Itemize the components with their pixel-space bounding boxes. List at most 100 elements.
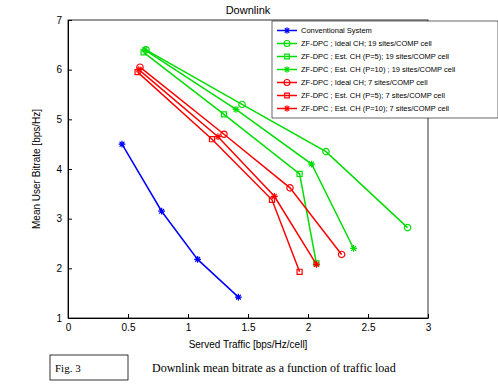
legend-marker: [285, 54, 290, 59]
legend-entry: Conventional System: [277, 26, 372, 35]
legend-line: [277, 56, 297, 58]
legend-line: [277, 43, 297, 45]
legend-entry: ZF-DPC ; Est. CH (P=5); 19 sites/COMP ce…: [277, 52, 449, 61]
marker: [135, 66, 142, 73]
marker: [158, 208, 165, 215]
marker: [194, 256, 201, 263]
legend: Conventional System ZF-DPC ; Ideal CH; 19…: [272, 21, 498, 118]
tick-mark: [68, 219, 72, 220]
legend-entry: ZF-DPC ; Ideal CH; 7 sites/COMP cell: [277, 78, 428, 87]
tick: 2.5: [362, 314, 376, 333]
tick: 3: [56, 213, 72, 224]
tick: 6: [56, 64, 72, 75]
tick-label: 1: [186, 322, 192, 333]
tick-label: 0: [66, 322, 72, 333]
tick: 3: [426, 314, 432, 333]
marker: [209, 137, 214, 142]
tick-mark: [128, 314, 129, 318]
legend-marker: [284, 27, 290, 33]
tick-mark: [248, 314, 249, 318]
legend-marker: [284, 105, 290, 111]
tick-mark: [68, 119, 72, 120]
y-axis-title: Mean User Bitrate [bps/Hz]: [31, 109, 42, 229]
y-axis: 1 2 3 4 5 6 7: [56, 15, 72, 324]
tick-label: 2.5: [362, 322, 376, 333]
tick-mark: [68, 20, 72, 21]
tick-label: 2: [56, 263, 62, 274]
tick: 0.5: [122, 314, 136, 333]
legend-marker: [284, 80, 290, 86]
tick-mark: [68, 169, 72, 170]
legend-marker: [284, 41, 290, 47]
tick: 2: [306, 314, 312, 333]
chart: 0 0.5 1 1.5 2 2.5 3 1 2 3 4 5 6 7 Downlink Served Traff…: [0, 0, 498, 387]
legend-entry: ZF-DPC ; Est. CH (P=10); 7 sites/COMP ce…: [277, 104, 449, 113]
series-line: [122, 144, 238, 297]
legend-label: ZF-DPC ; Est. CH (P=5); 7 sites/COMP cel…: [301, 91, 445, 100]
tick-label: 3: [426, 322, 432, 333]
x-axis-title: Served Traffic [bps/Hz/cell]: [189, 339, 308, 350]
legend-entry: ZF-DPC ; Est. CH (P=10) ; 19 sites/COMP …: [277, 65, 456, 74]
marker: [297, 171, 302, 176]
tick-mark: [68, 318, 72, 319]
tick-label: 1: [56, 313, 62, 324]
marker: [221, 112, 226, 117]
tick-label: 0.5: [122, 322, 136, 333]
tick-mark: [368, 314, 369, 318]
marker: [271, 193, 278, 200]
tick-label: 6: [56, 64, 62, 75]
legend-label: ZF-DPC ; Est. CH (P=10); 7 sites/COMP ce…: [301, 104, 449, 113]
tick-mark: [308, 314, 309, 318]
caption: Fig. 3 Downlink mean bitrate as a functio…: [50, 355, 396, 380]
axis-line: [69, 318, 429, 319]
legend-label: ZF-DPC ; Est. CH (P=10) ; 19 sites/COMP …: [301, 65, 456, 74]
legend-label: ZF-DPC ; Ideal CH; 7 sites/COMP cell: [301, 78, 428, 87]
tick-mark: [68, 268, 72, 269]
marker: [141, 46, 148, 53]
tick-label: 5: [56, 114, 62, 125]
marker: [404, 224, 410, 230]
tick-mark: [188, 314, 189, 318]
marker: [239, 101, 245, 107]
marker: [235, 294, 242, 301]
tick-label: 4: [56, 164, 62, 175]
marker: [323, 148, 329, 154]
marker: [221, 131, 227, 137]
tick: 2: [56, 263, 72, 274]
tick: 1.5: [242, 314, 256, 333]
tick: 1: [186, 314, 192, 333]
marker: [233, 106, 240, 113]
caption-box: [50, 355, 128, 380]
legend-label: Conventional System: [301, 26, 372, 35]
legend-box: [272, 21, 498, 118]
marker: [215, 133, 222, 140]
tick-label: 7: [56, 15, 62, 26]
legend-marker: [284, 66, 290, 72]
tick: 5: [56, 114, 72, 125]
marker: [308, 161, 315, 168]
title: Downlink: [226, 4, 271, 16]
marker: [338, 251, 344, 257]
legend-line: [277, 95, 297, 97]
marker: [313, 261, 320, 268]
tick-mark: [68, 70, 72, 71]
legend-line: [277, 82, 297, 84]
caption-text: Downlink mean bitrate as a function of t…: [152, 361, 396, 375]
tick-label: 1.5: [242, 322, 256, 333]
tick: 4: [56, 164, 72, 175]
marker: [287, 185, 293, 191]
legend-entry: ZF-DPC ; Est. CH (P=5); 7 sites/COMP cel…: [277, 91, 445, 100]
legend-entry: ZF-DPC ; Ideal CH; 19 sites/COMP cell: [277, 39, 432, 48]
x-axis: 0 0.5 1 1.5 2 2.5 3: [66, 314, 432, 333]
marker: [350, 245, 357, 252]
tick: 7: [56, 15, 72, 26]
caption-label: Fig. 3: [55, 362, 81, 374]
tick-label: 2: [306, 322, 312, 333]
tick-mark: [428, 314, 429, 318]
tick-label: 3: [56, 213, 62, 224]
marker: [119, 141, 126, 148]
legend-marker: [285, 93, 290, 98]
tick: 1: [56, 313, 72, 324]
legend-label: ZF-DPC ; Ideal CH; 19 sites/COMP cell: [301, 39, 432, 48]
legend-label: ZF-DPC ; Est. CH (P=5); 19 sites/COMP ce…: [301, 52, 449, 61]
